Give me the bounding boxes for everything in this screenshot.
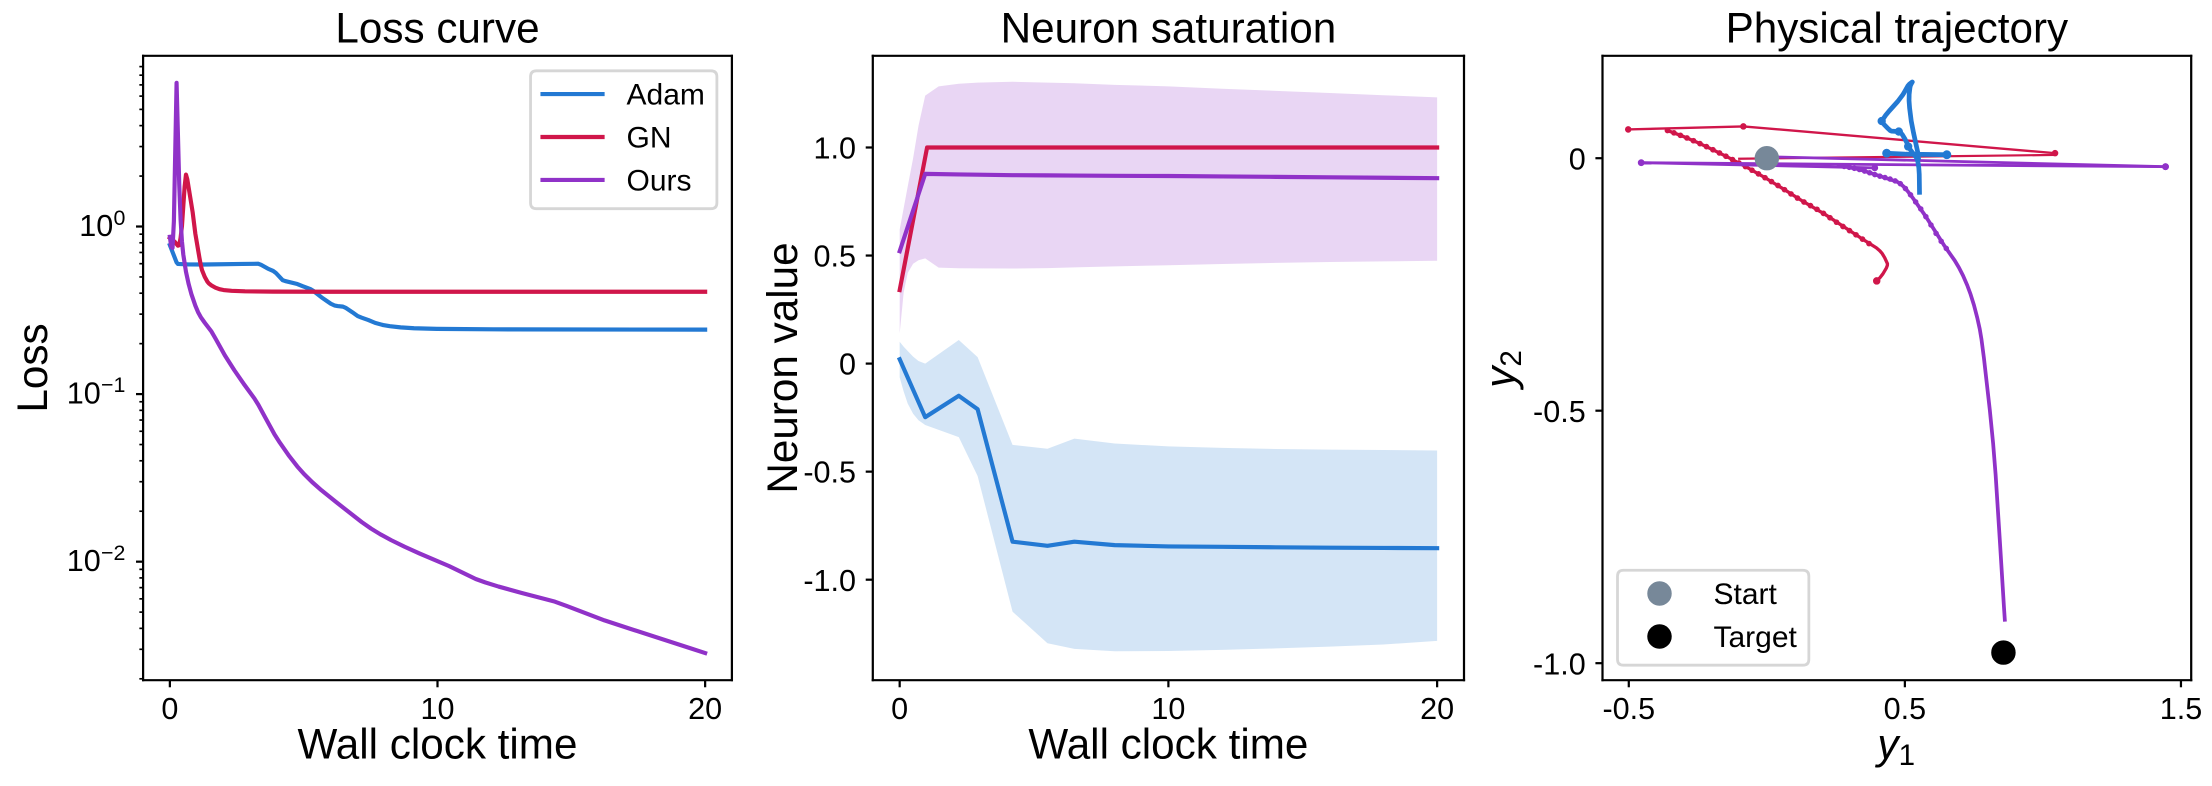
svg-text:1.0: 1.0 <box>814 132 856 166</box>
svg-text:-0.5: -0.5 <box>803 456 856 490</box>
svg-text:-1.0: -1.0 <box>803 564 856 598</box>
svg-text:20: 20 <box>688 692 722 726</box>
svg-text:Target: Target <box>1714 621 1798 654</box>
svg-text:0.5: 0.5 <box>1884 692 1926 726</box>
svg-text:10: 10 <box>421 692 455 726</box>
svg-text:Adam: Adam <box>627 79 705 112</box>
svg-text:10: 10 <box>1151 692 1185 726</box>
svg-text:1 0 0: 1 0 0 <box>79 197 125 246</box>
svg-text:Wall clock time: Wall clock time <box>298 721 578 768</box>
svg-text:Physical trajectory: Physical trajectory <box>1726 4 2069 51</box>
svg-text:Ours: Ours <box>627 164 692 197</box>
svg-text:1 0 −: 1 0 − 1 <box>67 353 126 413</box>
svg-text:GN: GN <box>627 122 672 155</box>
svg-text:Neuron value: Neuron value <box>759 242 806 493</box>
svg-text:0: 0 <box>839 348 856 382</box>
svg-text:Start: Start <box>1714 578 1778 611</box>
svg-text:Neuron saturation: Neuron saturation <box>1001 4 1337 51</box>
svg-text:y 2: y 2 <box>1475 350 1528 391</box>
svg-text:-1.0: -1.0 <box>1533 647 1586 681</box>
svg-text:0.5: 0.5 <box>814 240 856 274</box>
svg-text:-0.5: -0.5 <box>1602 692 1655 726</box>
svg-text:-0.5: -0.5 <box>1533 395 1586 429</box>
svg-text:0: 0 <box>891 692 908 726</box>
svg-text:Wall clock time: Wall clock time <box>1028 721 1308 768</box>
svg-text:y 1: y 1 <box>1874 719 1915 772</box>
svg-text:0: 0 <box>161 692 178 726</box>
svg-text:Loss curve: Loss curve <box>335 4 539 51</box>
svg-text:1 0 −: 1 0 − 2 <box>67 521 126 581</box>
svg-text:Loss: Loss <box>9 323 56 412</box>
svg-text:20: 20 <box>1420 692 1454 726</box>
svg-text:1.5: 1.5 <box>2160 692 2202 726</box>
svg-text:0: 0 <box>1569 142 1586 176</box>
